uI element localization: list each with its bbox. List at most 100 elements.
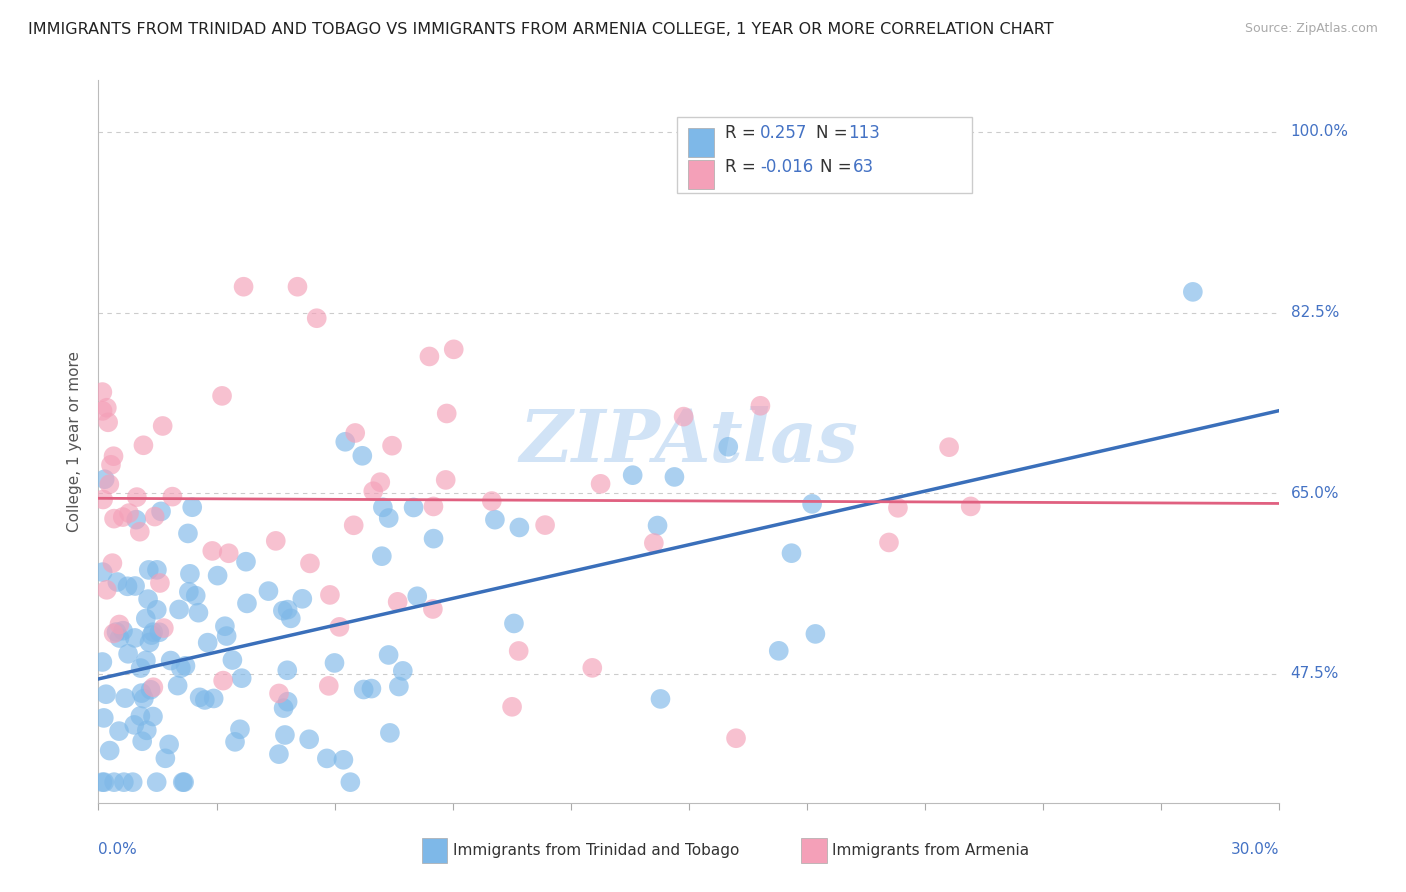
Point (177, 584, 200, 599)
Point (112, 775, 135, 789)
Point (274, 728, 297, 742)
Point (173, 775, 195, 789)
Point (157, 738, 180, 752)
Point (194, 693, 217, 707)
Point (267, 686, 290, 700)
Point (91, 404, 114, 418)
Point (167, 602, 190, 616)
Point (91, 775, 114, 789)
Point (159, 654, 181, 668)
Point (132, 438, 155, 452)
Point (93, 775, 115, 789)
Point (146, 563, 169, 577)
Y-axis label: College, 1 year or more: College, 1 year or more (67, 351, 83, 532)
Point (138, 563, 160, 577)
Text: -0.016: -0.016 (761, 159, 813, 177)
Text: Immigrants from Trinidad and Tobago: Immigrants from Trinidad and Tobago (453, 844, 740, 858)
Point (287, 279, 309, 293)
Point (188, 690, 211, 705)
Point (125, 490, 148, 504)
Point (305, 311, 328, 326)
Point (124, 631, 146, 645)
Point (114, 691, 136, 706)
Point (267, 747, 290, 761)
Point (148, 625, 170, 640)
Point (91, 655, 114, 669)
Point (211, 389, 233, 403)
Point (643, 536, 665, 550)
Point (124, 718, 146, 732)
Point (132, 691, 155, 706)
Point (717, 440, 740, 454)
Point (118, 506, 141, 520)
Point (197, 635, 219, 649)
Point (377, 511, 399, 525)
Point (103, 775, 125, 789)
Point (377, 648, 399, 662)
Point (319, 588, 342, 602)
Point (152, 419, 174, 434)
Point (264, 533, 287, 548)
Point (94, 687, 117, 701)
Point (105, 574, 128, 589)
Point (621, 468, 644, 483)
Point (344, 425, 367, 440)
Point (146, 603, 169, 617)
Point (215, 629, 238, 643)
Point (124, 579, 146, 593)
Point (231, 671, 253, 685)
Text: N =: N = (815, 125, 848, 143)
Point (221, 653, 243, 667)
Point (378, 726, 401, 740)
Point (503, 616, 526, 631)
Point (153, 621, 176, 635)
Point (672, 409, 695, 424)
Point (112, 624, 135, 638)
Text: Immigrants from Armenia: Immigrants from Armenia (832, 844, 1029, 858)
Point (142, 709, 165, 723)
Point (959, 500, 981, 514)
Point (276, 663, 298, 677)
Point (177, 526, 200, 541)
Point (129, 661, 152, 675)
Text: 47.5%: 47.5% (1291, 666, 1339, 681)
Point (434, 473, 457, 487)
Point (97, 415, 120, 429)
Point (129, 709, 152, 723)
Point (315, 751, 337, 765)
Text: R =: R = (725, 159, 761, 177)
Point (101, 556, 124, 570)
Point (108, 631, 131, 645)
Point (436, 407, 458, 421)
Point (232, 279, 254, 293)
Point (139, 682, 162, 697)
Point (155, 751, 177, 765)
Point (877, 535, 900, 549)
Point (172, 775, 194, 789)
Point (174, 658, 197, 673)
Point (298, 557, 321, 571)
Point (236, 596, 259, 610)
Point (381, 439, 404, 453)
Point (149, 576, 172, 591)
Point (801, 497, 824, 511)
Point (650, 692, 672, 706)
Point (391, 664, 413, 678)
Point (332, 753, 354, 767)
Point (218, 546, 240, 560)
Point (368, 475, 391, 490)
Point (93, 472, 115, 486)
Point (142, 625, 165, 640)
Point (117, 579, 139, 593)
Point (768, 644, 790, 658)
Text: 113: 113 (849, 125, 880, 143)
Text: IMMIGRANTS FROM TRINIDAD AND TOBAGO VS IMMIGRANTS FROM ARMENIA COLLEGE, 1 YEAR O: IMMIGRANTS FROM TRINIDAD AND TOBAGO VS I… (28, 22, 1053, 37)
Text: 63: 63 (852, 159, 875, 177)
Text: N =: N = (821, 159, 852, 177)
Point (387, 595, 409, 609)
Text: 0.257: 0.257 (761, 125, 807, 143)
Point (136, 592, 159, 607)
Point (422, 500, 444, 514)
Point (105, 624, 128, 639)
Point (135, 653, 157, 667)
